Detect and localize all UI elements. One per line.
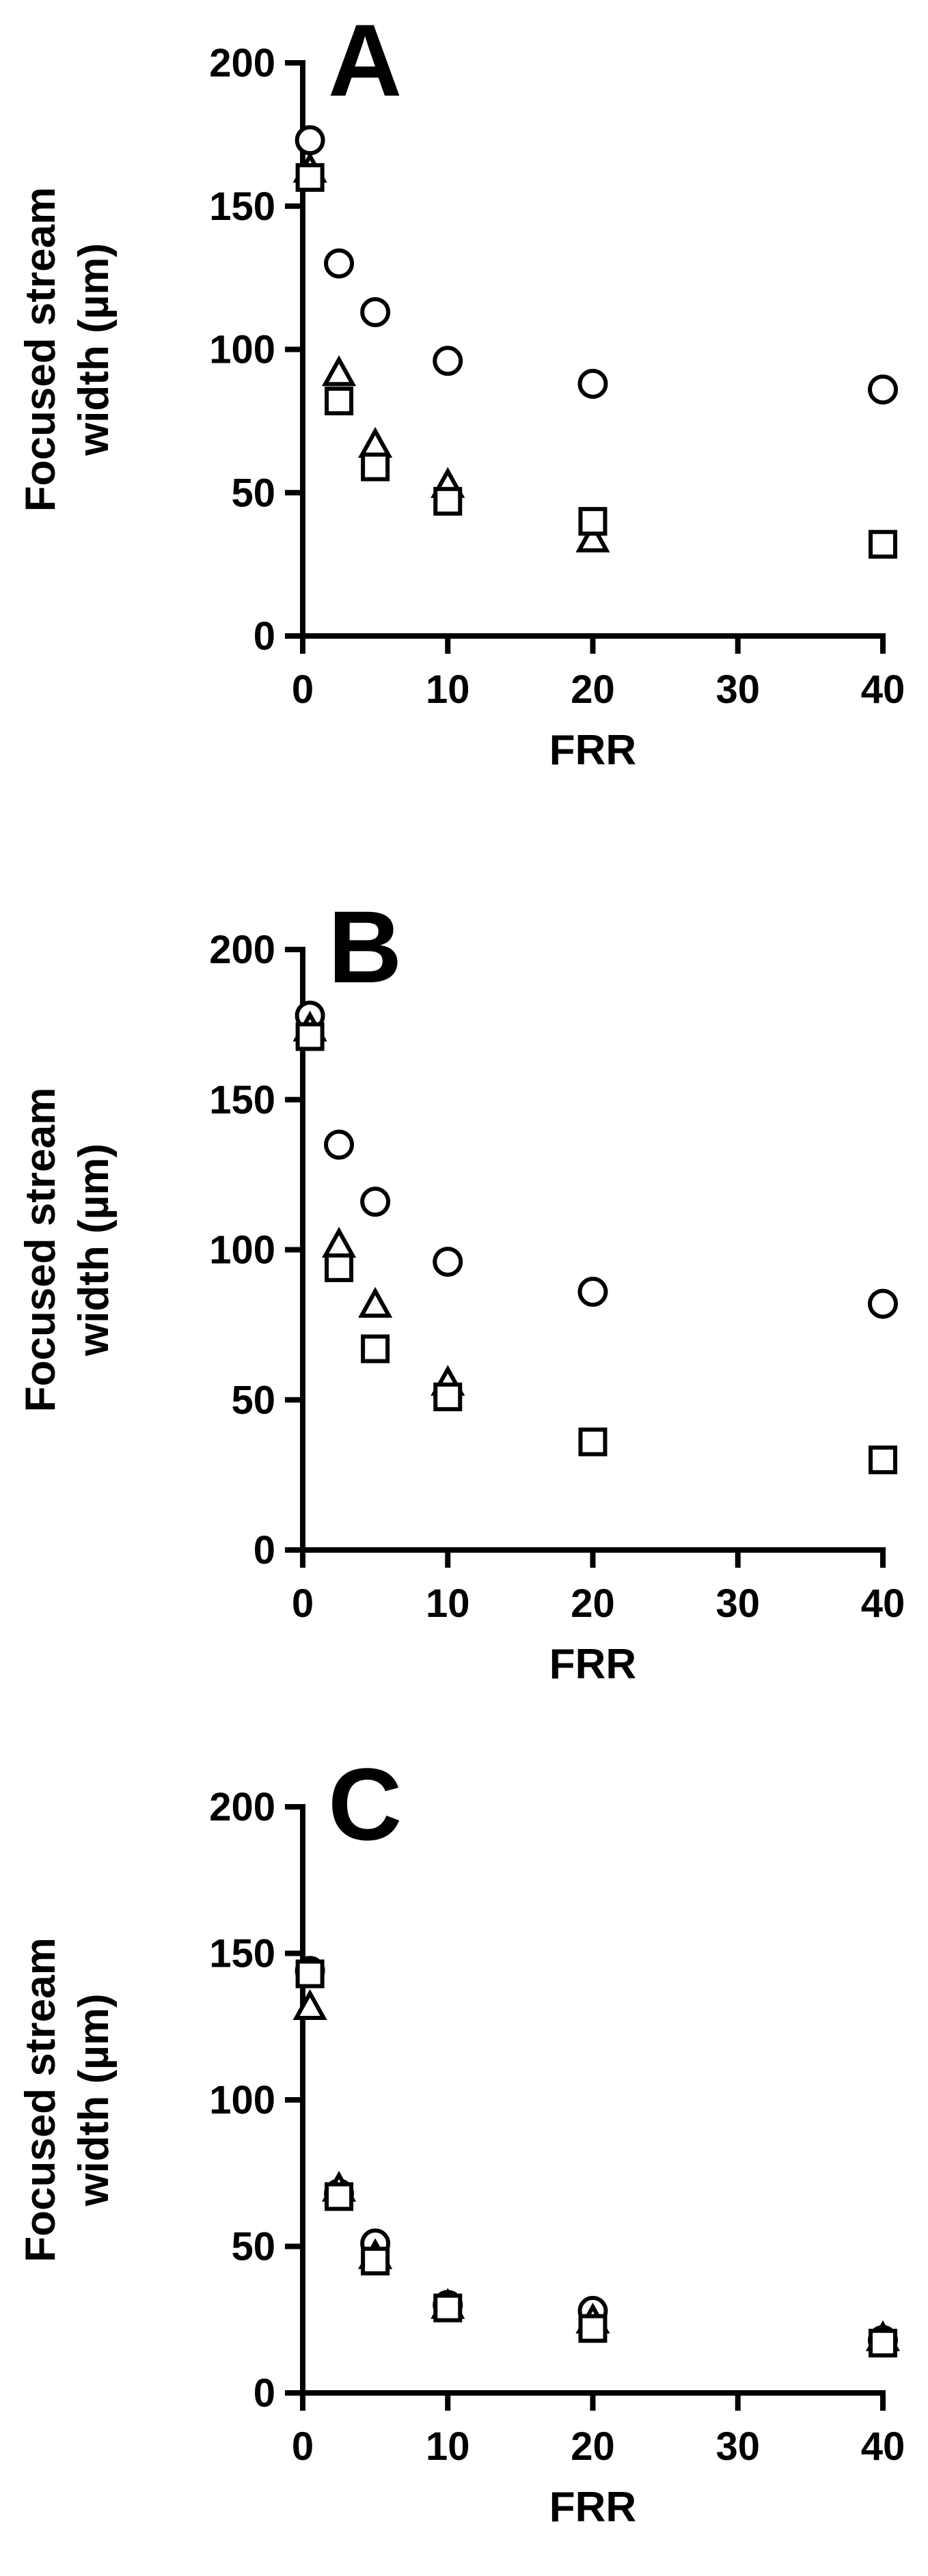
square-point (325, 2182, 354, 2211)
square-point (295, 163, 325, 192)
y-tick-label: 150 (209, 1078, 275, 1122)
x-tick-label: 20 (571, 1581, 615, 1626)
y-axis-title-line2: width (µm) (70, 243, 118, 456)
y-tick-label: 50 (231, 1378, 275, 1422)
x-tick-label: 40 (861, 2424, 905, 2469)
square-point (295, 1959, 325, 1989)
y-tick-label: 0 (254, 1528, 275, 1573)
y-axis-title-line1: Focused stream (17, 1937, 64, 2262)
circle-point (295, 125, 325, 156)
y-tick-label: 100 (209, 1228, 275, 1273)
square-point (295, 1022, 325, 1051)
chart-panel-a: 0 50 100 150 200 0 10 20 30 40 FRR Focused stream wi… (17, 3, 905, 774)
y-tick-label: 100 (209, 328, 275, 372)
x-tick-label: 10 (426, 1581, 470, 1626)
square-point (433, 1382, 463, 1411)
square-point (869, 1445, 897, 1475)
square-point (361, 452, 390, 482)
x-tick-label: 0 (292, 2424, 314, 2469)
square-point (578, 507, 608, 536)
y-axis-title-line2: width (µm) (70, 1144, 118, 1357)
x-tick-label: 40 (861, 667, 905, 712)
panel-letter: A (328, 3, 402, 117)
x-tick-label: 30 (715, 1581, 760, 1626)
y-tick-label: 100 (209, 2078, 275, 2122)
x-tick-label: 30 (715, 2424, 760, 2469)
square-point (869, 529, 897, 559)
y-axis-title-line2: width (µm) (70, 1993, 118, 2206)
square-point (433, 2293, 463, 2323)
x-tick-label: 10 (426, 2424, 470, 2469)
y-axis-title-line1: Focused stream (17, 187, 64, 512)
x-axis-title: FRR (549, 2484, 636, 2531)
y-tick-label: 200 (209, 928, 275, 972)
triangle-point (358, 426, 393, 458)
circle-point (868, 1288, 898, 1319)
x-tick-label: 20 (571, 667, 615, 712)
y-tick-label: 200 (209, 1785, 275, 1829)
circle-point (324, 1129, 355, 1160)
circle-point (433, 346, 463, 376)
square-point (433, 486, 463, 516)
y-axis-title-line1: Focused stream (17, 1088, 64, 1413)
circle-point (360, 1187, 391, 1217)
panel-letter: B (328, 889, 402, 1004)
square-point (578, 1427, 608, 1456)
x-tick-label: 0 (292, 1581, 314, 1626)
x-tick-label: 20 (571, 2424, 615, 2469)
circle-point (577, 368, 608, 399)
square-point (325, 387, 354, 416)
circle-point (868, 374, 898, 405)
y-tick-label: 200 (209, 41, 275, 85)
x-tick-label: 30 (715, 667, 760, 712)
chart-panel-c: 0 50 100 150 200 0 10 20 30 40 FRR Focused stream wi… (17, 1747, 905, 2531)
triangle-point (321, 1226, 357, 1258)
y-tick-label: 50 (231, 471, 275, 515)
triangle-point (321, 355, 357, 387)
square-point (361, 1334, 390, 1363)
chart-panel-b: 0 50 100 150 200 0 10 20 30 40 FRR Focused stream wi… (17, 889, 905, 1688)
y-tick-label: 0 (254, 614, 275, 659)
square-point (361, 2246, 390, 2275)
x-axis-title: FRR (549, 1641, 636, 1688)
square-point (869, 2329, 897, 2358)
panel-letter: C (328, 1747, 402, 1861)
square-point (325, 1253, 354, 1282)
triangle-point (358, 1286, 393, 1318)
y-tick-label: 150 (209, 184, 275, 229)
circle-point (433, 1247, 463, 1277)
circle-point (324, 248, 355, 279)
x-axis-title: FRR (549, 727, 636, 774)
y-tick-label: 0 (254, 2371, 275, 2415)
x-tick-label: 10 (426, 667, 470, 712)
square-point (578, 2314, 608, 2343)
circle-point (577, 1277, 608, 1307)
x-tick-label: 40 (861, 1581, 905, 1626)
y-tick-label: 150 (209, 1932, 275, 1976)
triangle-point (292, 1989, 327, 2021)
circle-point (360, 296, 391, 327)
triangle-point (575, 521, 610, 553)
y-tick-label: 50 (231, 2225, 275, 2269)
x-tick-label: 0 (292, 667, 314, 712)
